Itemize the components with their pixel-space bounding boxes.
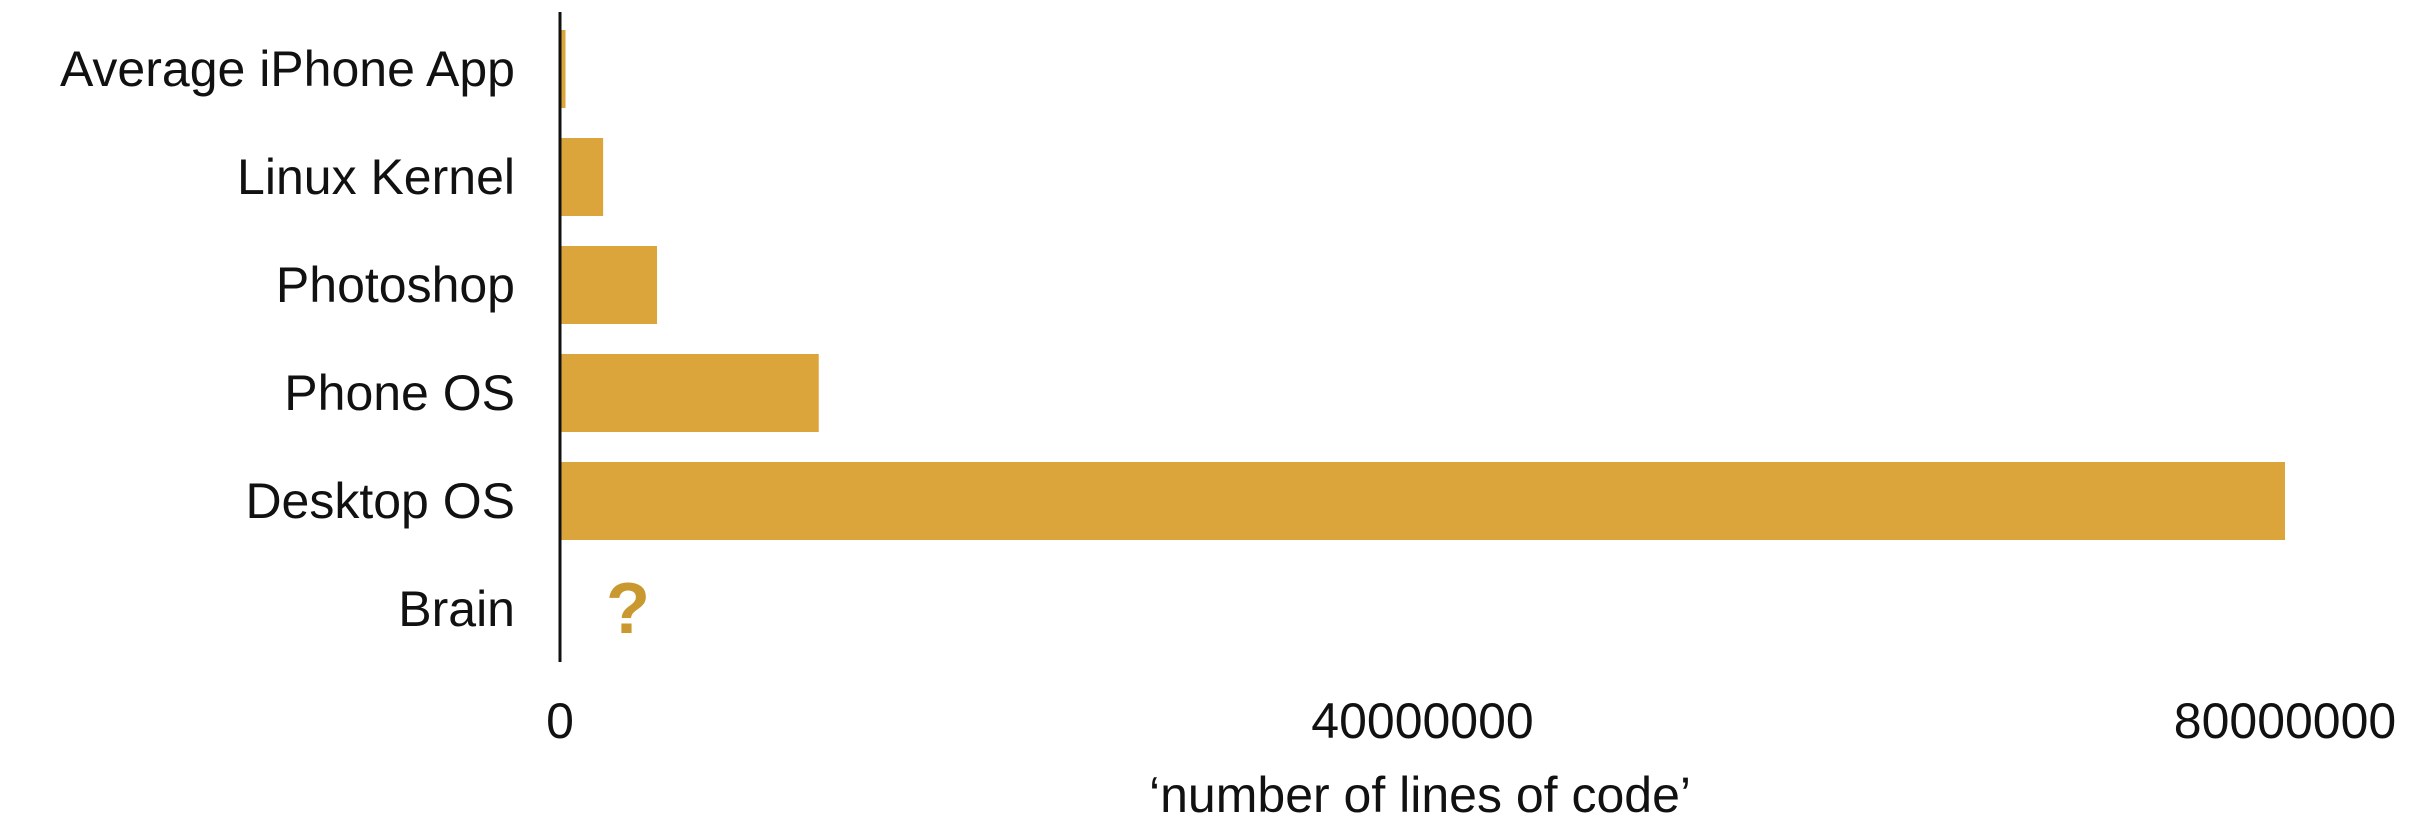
- bars-group: ?: [561, 30, 2285, 649]
- category-label-average-iphone-app: Average iPhone App: [60, 41, 515, 97]
- category-labels-group: Average iPhone App Linux Kernel Photoshop P…: [60, 41, 515, 637]
- category-label-desktop-os: Desktop OS: [245, 473, 515, 529]
- annotation-brain: ?: [606, 569, 650, 649]
- bar-average-iphone-app: [561, 30, 566, 108]
- bar-photoshop: [561, 246, 658, 324]
- category-label-brain: Brain: [398, 581, 515, 637]
- bar-phone-os: [561, 354, 819, 432]
- x-tick-label: 0: [546, 693, 574, 749]
- x-tick-label: 40000000: [1311, 693, 1533, 749]
- x-tick-label: 80000000: [2174, 693, 2396, 749]
- x-tick-labels-group: 0 40000000 80000000: [546, 693, 2396, 749]
- category-label-phone-os: Phone OS: [284, 365, 515, 421]
- x-axis-title: ‘number of lines of code’: [1149, 767, 1691, 823]
- category-label-linux-kernel: Linux Kernel: [237, 149, 515, 205]
- bar-desktop-os: [561, 462, 2285, 540]
- category-label-photoshop: Photoshop: [276, 257, 515, 313]
- bar-linux-kernel: [561, 138, 604, 216]
